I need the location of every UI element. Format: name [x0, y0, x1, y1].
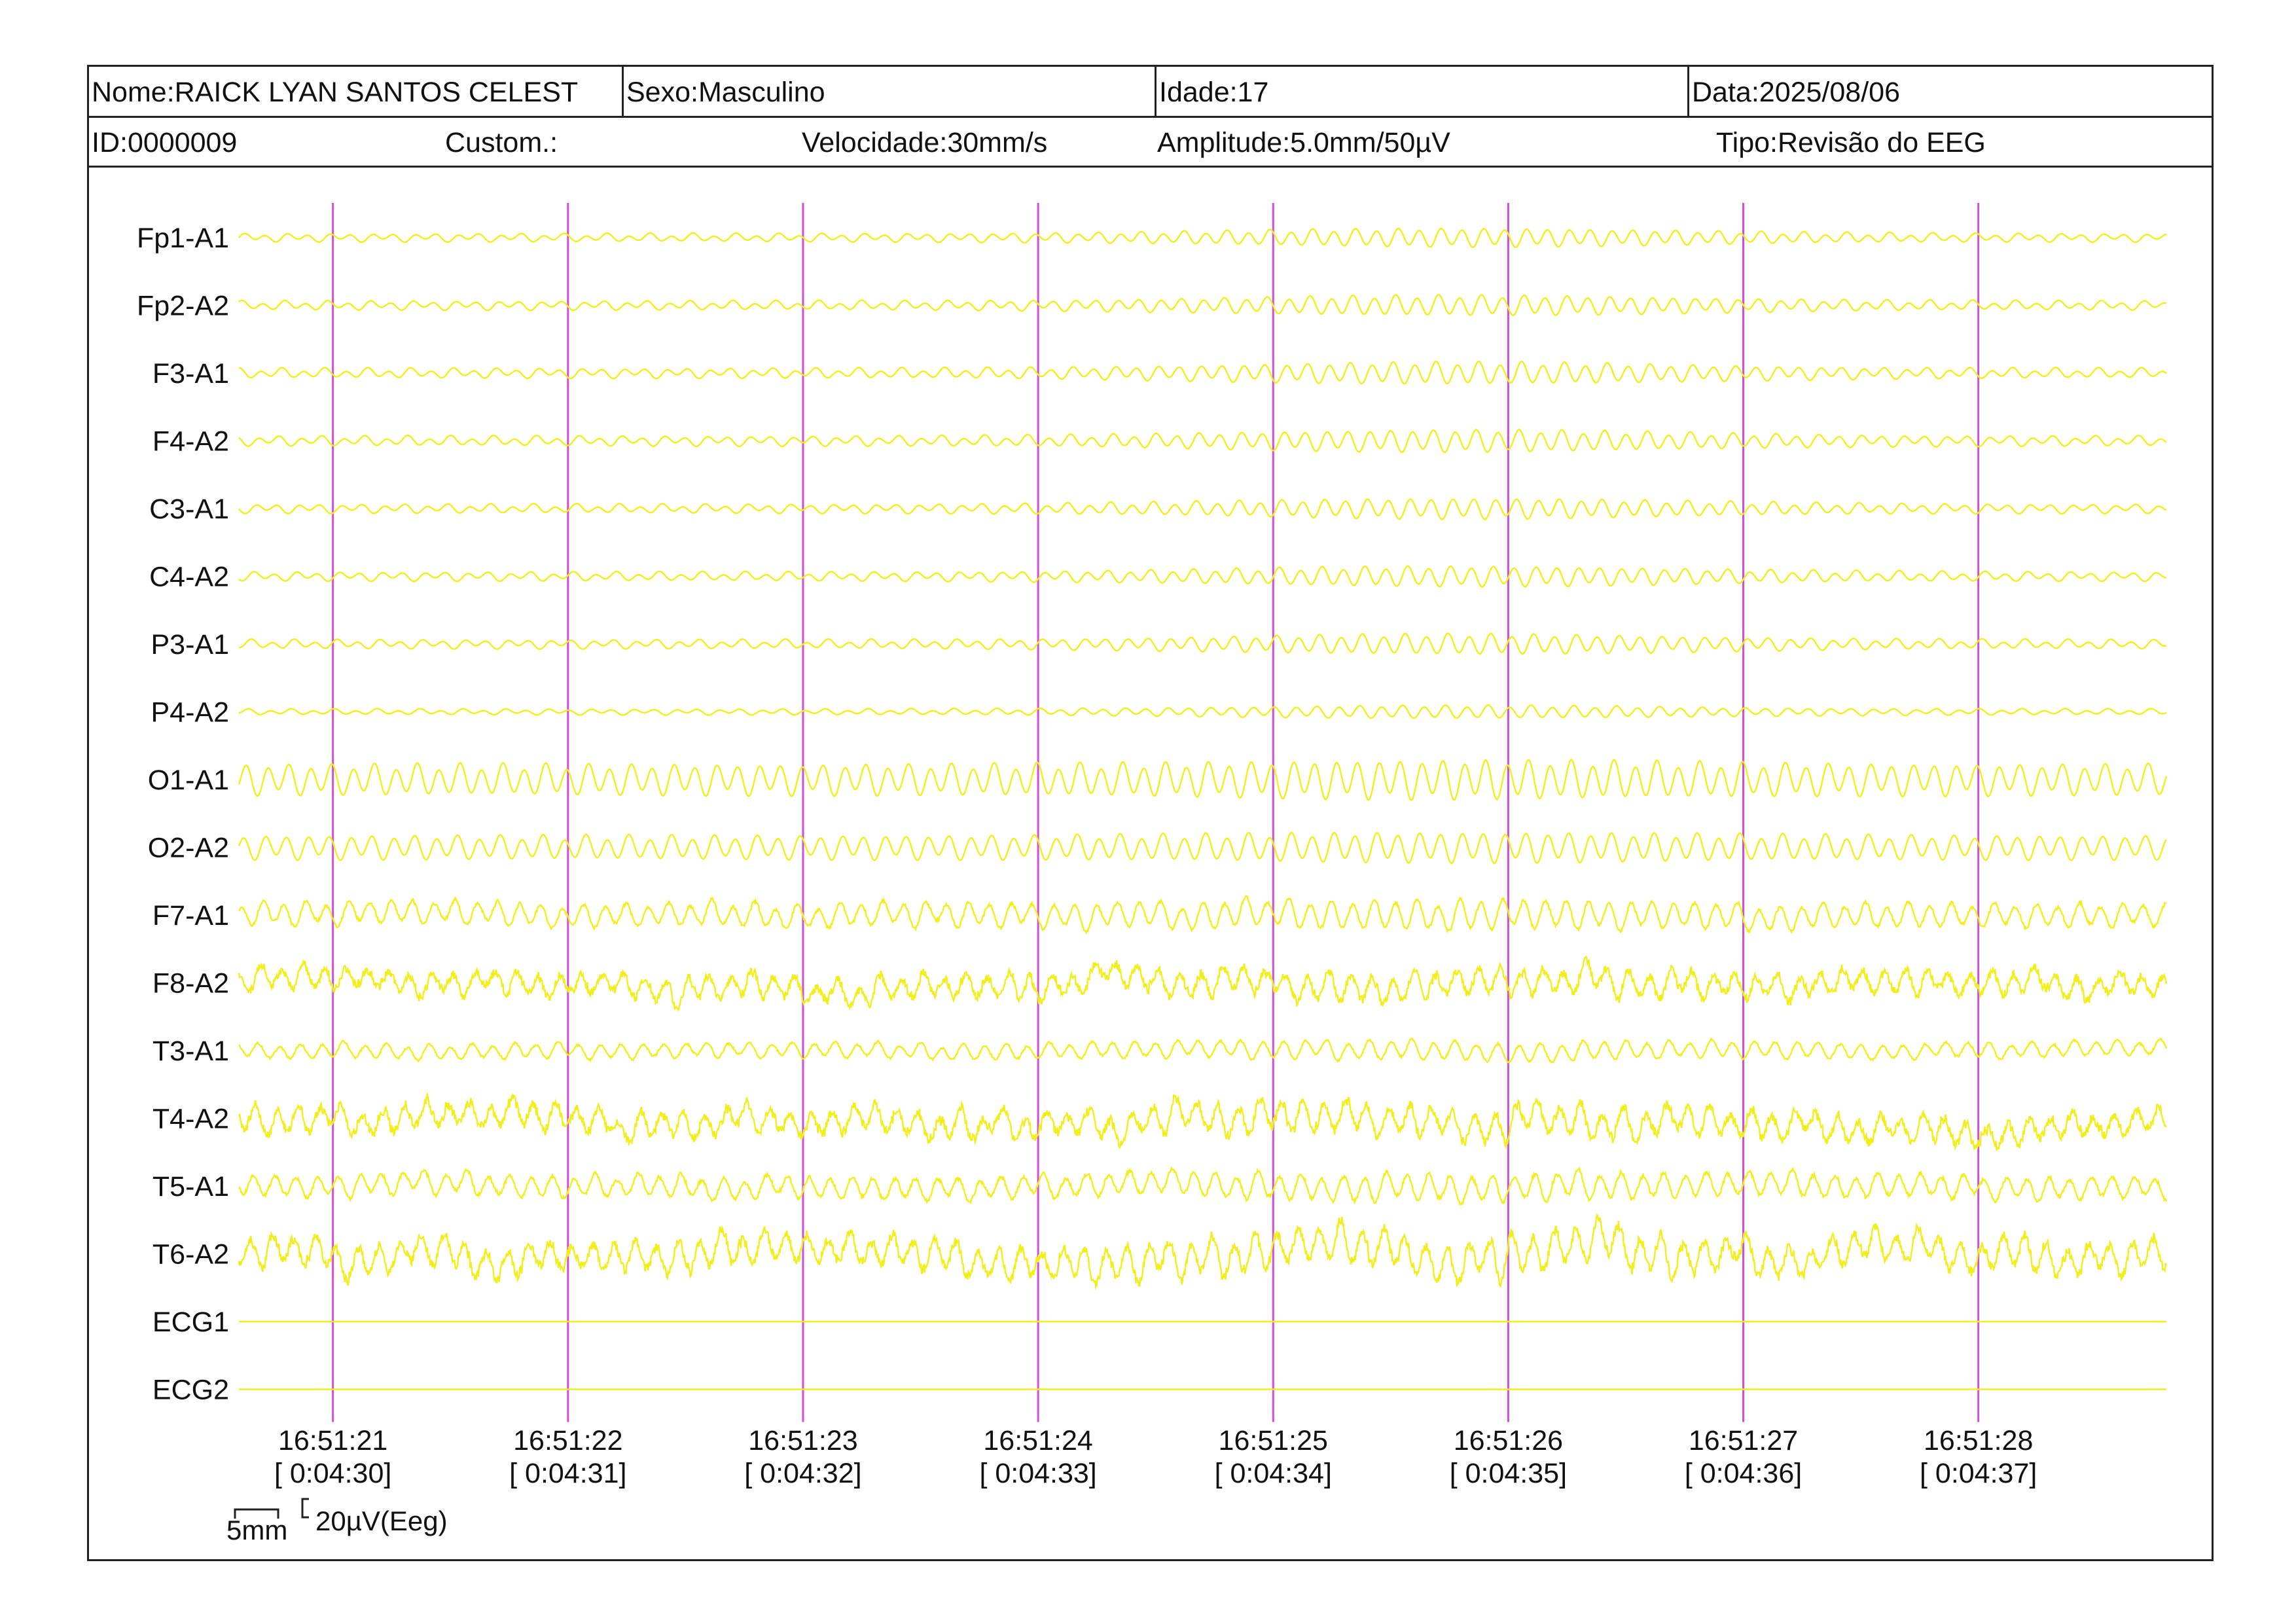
tick-elapsed-label: [ 0:04:35] [1450, 1458, 1567, 1489]
trace-t5-a1 [238, 1166, 2168, 1206]
paper-speed: Velocidade:30mm/s [802, 127, 1048, 158]
tick-elapsed-label: [ 0:04:30] [274, 1458, 391, 1489]
trace-c3-a1 [238, 498, 2167, 520]
tick-clock-label: 16:51:22 [513, 1425, 622, 1456]
tick-clock-label: 16:51:28 [1924, 1425, 2033, 1456]
patient-age: Idade:17 [1155, 67, 1687, 116]
channel-label-t3-a1: T3-A1 [152, 1036, 229, 1067]
tick-elapsed-label: [ 0:04:31] [509, 1458, 626, 1489]
channel-label-o1-a1: O1-A1 [148, 765, 229, 796]
channel-label-f4-a2: F4-A2 [152, 426, 229, 458]
time-scale-bracket [234, 1508, 279, 1519]
channel-label-c3-a1: C3-A1 [149, 494, 229, 525]
trace-p4-a2 [238, 704, 2167, 719]
second-markers [332, 203, 1980, 1422]
trace-c4-a2 [238, 565, 2166, 588]
trace-fp1-a1 [238, 227, 2167, 248]
channel-label-fp1-a1: Fp1-A1 [137, 223, 229, 254]
channel-label-t5-a1: T5-A1 [152, 1171, 229, 1202]
tick-clock-label: 16:51:27 [1689, 1425, 1798, 1456]
trace-o1-a1 [238, 759, 2168, 801]
header-row-exam: ID:0000009 Custom.: Velocidade:30mm/s Am… [89, 118, 2212, 168]
tick-elapsed-label: [ 0:04:33] [979, 1458, 1096, 1489]
channel-label-c4-a2: C4-A2 [149, 562, 229, 593]
trace-p3-a1 [238, 632, 2167, 655]
tick-clock-label: 16:51:26 [1454, 1425, 1563, 1456]
exam-date: Data:2025/08/06 [1687, 67, 2211, 116]
time-scale-label: 5mm [226, 1515, 287, 1545]
trace-f3-a1 [239, 360, 2167, 385]
tick-clock-label: 16:51:23 [748, 1425, 857, 1456]
channel-label-o2-a2: O2-A2 [148, 833, 229, 864]
tick-elapsed-label: [ 0:04:36] [1685, 1458, 1802, 1489]
patient-name: Nome:RAICK LYAN SANTOS CELEST [92, 77, 579, 108]
exam-id: ID:0000009 [92, 127, 238, 158]
channel-label-t6-a2: T6-A2 [152, 1239, 229, 1271]
trace-f7-a1 [238, 895, 2167, 935]
tick-elapsed-label: [ 0:04:34] [1215, 1458, 1332, 1489]
trace-f4-a2 [238, 429, 2167, 454]
trace-t4-a2 [238, 1091, 2168, 1151]
channel-label-p3-a1: P3-A1 [151, 629, 229, 660]
channel-label-p4-a2: P4-A2 [151, 697, 229, 729]
trace-f8-a2 [238, 955, 2168, 1012]
trace-t6-a2 [238, 1213, 2168, 1290]
channel-label-f8-a2: F8-A2 [152, 968, 229, 1000]
custom-field: Custom.: [445, 127, 558, 158]
scale-bar: 5mm 20µV(Eeg) [226, 1498, 448, 1545]
eeg-report-frame: Nome:RAICK LYAN SANTOS CELEST Sexo:Mascu… [87, 65, 2214, 1561]
channel-label-f7-a1: F7-A1 [152, 900, 229, 931]
patient-sex: Sexo:Masculino [622, 67, 1155, 116]
amplitude-scale-label: 20µV(Eeg) [315, 1506, 448, 1536]
channel-label-ecg1: ECG1 [152, 1307, 229, 1338]
header-row-patient: Nome:RAICK LYAN SANTOS CELEST Sexo:Mascu… [89, 67, 2212, 118]
channel-label-fp2-a2: Fp2-A2 [137, 291, 229, 322]
channel-label-t4-a2: T4-A2 [152, 1104, 229, 1135]
trace-o2-a2 [238, 831, 2167, 865]
amplitude-scale-bracket [301, 1498, 309, 1519]
time-axis: 16:51:21[ 0:04:30] 16:51:22[ 0:04:31] 16:5… [274, 1425, 2037, 1489]
channel-label-ecg2: ECG2 [152, 1375, 229, 1406]
trace-fp2-a2 [238, 293, 2167, 316]
channel-label-f3-a1: F3-A1 [152, 358, 229, 389]
tick-elapsed-label: [ 0:04:37] [1920, 1458, 2037, 1489]
trace-t3-a1 [238, 1037, 2168, 1064]
tick-clock-label: 16:51:25 [1219, 1425, 1328, 1456]
tick-elapsed-label: [ 0:04:32] [744, 1458, 861, 1489]
amplitude-setting: Amplitude:5.0mm/50µV [1157, 127, 1450, 158]
channel-traces [238, 227, 2168, 1390]
tick-clock-label: 16:51:24 [983, 1425, 1092, 1456]
tick-clock-label: 16:51:21 [278, 1425, 387, 1456]
channel-labels: Fp1-A1 Fp2-A2 F3-A1 F4-A2 C3-A1 C4-A2 P3-A1 P4-… [137, 223, 229, 1406]
exam-type: Tipo:Revisão do EEG [1716, 127, 1986, 158]
